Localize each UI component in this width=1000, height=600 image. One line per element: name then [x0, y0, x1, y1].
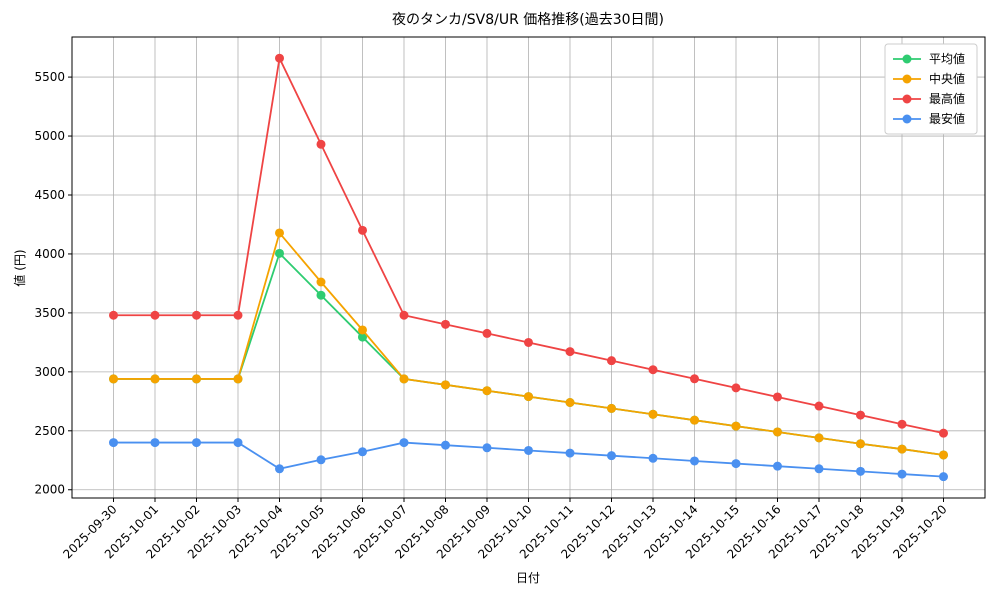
data-point	[814, 464, 824, 474]
chart-title: 夜のタンカ/SV8/UR 価格推移(過去30日間)	[392, 12, 664, 28]
data-point	[233, 438, 243, 448]
y-tick-label: 4500	[34, 188, 65, 202]
data-point	[648, 365, 658, 375]
data-point	[607, 451, 616, 461]
data-point	[192, 374, 201, 384]
legend-label: 最安値	[929, 111, 965, 126]
data-point	[358, 325, 367, 335]
x-axis-label: 日付	[516, 571, 540, 585]
data-point	[690, 456, 699, 466]
y-tick-label: 3500	[34, 306, 65, 320]
data-point	[399, 374, 409, 384]
legend-label: 中央値	[929, 71, 965, 86]
data-point	[565, 448, 575, 458]
y-tick-label: 2500	[34, 424, 65, 438]
legend-label: 平均値	[929, 51, 965, 66]
data-point	[648, 409, 658, 419]
data-point	[731, 459, 741, 469]
data-point	[939, 472, 948, 482]
data-point	[524, 392, 533, 402]
data-point	[939, 450, 948, 460]
data-point	[358, 447, 367, 457]
data-point	[939, 428, 948, 438]
y-tick-label: 5500	[34, 70, 65, 84]
legend-marker	[902, 114, 912, 124]
data-point	[814, 401, 824, 411]
data-point	[482, 386, 492, 396]
data-point	[316, 139, 326, 149]
data-point	[316, 290, 326, 300]
data-point	[482, 443, 492, 453]
y-axis-label: 値 (円)	[12, 249, 27, 286]
data-point	[192, 310, 201, 320]
data-point	[814, 433, 824, 443]
data-point	[897, 444, 907, 454]
data-point	[275, 228, 284, 238]
data-point	[482, 328, 492, 338]
data-point	[109, 310, 118, 320]
data-point	[275, 464, 284, 474]
data-point	[233, 374, 243, 384]
data-point	[150, 438, 160, 448]
y-tick-label: 2000	[34, 483, 65, 497]
data-point	[856, 410, 865, 420]
data-point	[441, 440, 450, 450]
data-point	[856, 466, 865, 476]
data-point	[316, 277, 326, 287]
data-point	[399, 310, 409, 320]
legend-marker	[902, 74, 912, 84]
data-point	[358, 332, 367, 342]
data-point	[192, 438, 201, 448]
data-point	[524, 445, 533, 455]
data-point	[109, 374, 118, 384]
data-point	[690, 374, 699, 384]
data-point	[524, 337, 533, 347]
data-point	[150, 374, 160, 384]
data-point	[275, 53, 284, 63]
data-point	[897, 419, 907, 429]
data-point	[731, 421, 741, 431]
data-point	[565, 397, 575, 407]
data-point	[648, 453, 658, 463]
data-point	[399, 438, 409, 448]
legend-marker	[902, 54, 912, 64]
data-point	[607, 403, 616, 413]
data-point	[441, 380, 450, 390]
y-tick-label: 3000	[34, 365, 65, 379]
data-point	[856, 439, 865, 449]
data-point	[109, 438, 118, 448]
y-tick-label: 5000	[34, 129, 65, 143]
legend-marker	[902, 94, 912, 104]
data-point	[731, 383, 741, 393]
data-point	[441, 319, 450, 329]
legend-box	[884, 43, 978, 135]
plot-frame	[71, 36, 986, 499]
data-point	[358, 225, 367, 235]
data-point	[607, 356, 616, 366]
legend-label: 最高値	[929, 91, 965, 106]
data-point	[773, 392, 782, 402]
data-point	[316, 455, 326, 465]
data-point	[773, 461, 782, 471]
data-point	[773, 427, 782, 437]
data-point	[275, 248, 284, 258]
y-tick-label: 4000	[34, 247, 65, 261]
data-point	[897, 469, 907, 479]
data-point	[233, 310, 243, 320]
data-point	[690, 415, 699, 425]
data-point	[565, 347, 575, 357]
data-point	[150, 310, 160, 320]
